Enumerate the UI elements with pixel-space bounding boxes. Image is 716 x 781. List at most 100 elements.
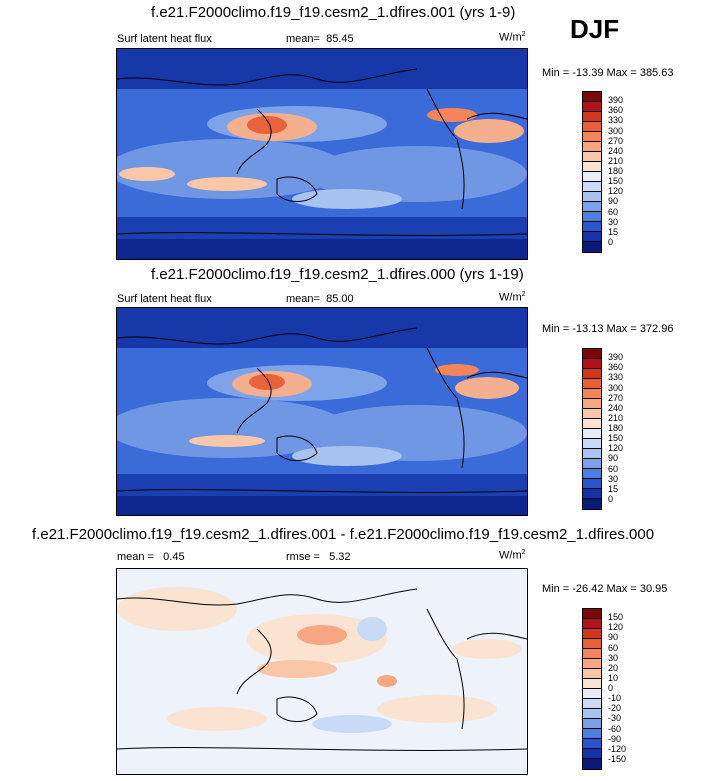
- panel-2-field: [117, 308, 527, 515]
- panel-2-map: [116, 307, 528, 516]
- colorbar-swatch: [583, 349, 601, 359]
- colorbar-tick-label: 210: [608, 412, 624, 423]
- panel-1-title: f.e21.F2000climo.f19_f19.cesm2_1.dfires.…: [151, 4, 516, 21]
- panel-3-units: W/m2: [499, 549, 526, 562]
- colorbar-tick-label: 300: [608, 382, 624, 393]
- colorbar-tick-label: -120: [608, 743, 627, 754]
- colorbar-swatch: [583, 489, 601, 499]
- colorbar-tick-label: 270: [608, 135, 624, 146]
- colorbar-swatch: [583, 152, 601, 162]
- panel-3-minmax: Min = -26.42 Max = 30.95: [542, 583, 668, 595]
- colorbar-swatch: [583, 759, 601, 769]
- colorbar-tick-label: 15: [608, 226, 619, 237]
- colorbar-tick-label: 270: [608, 392, 624, 403]
- panel-3-field: [117, 569, 527, 774]
- colorbar-tick-label: 15: [608, 483, 619, 494]
- colorbar-swatch: [583, 359, 601, 369]
- colorbar-tick-label: 150: [608, 612, 624, 623]
- colorbar-swatch: [583, 399, 601, 409]
- panel-3-rmse-value: 5.32: [329, 551, 351, 563]
- colorbar-tick-label: 60: [608, 206, 619, 217]
- colorbar-tick-label: 330: [608, 372, 624, 383]
- colorbar-swatch: [583, 609, 601, 619]
- colorbar-tick-label: 60: [608, 463, 619, 474]
- colorbar-swatch: [583, 182, 601, 192]
- colorbar-swatch: [583, 92, 601, 102]
- colorbar-swatch: [583, 212, 601, 222]
- colorbar-tick-label: 360: [608, 105, 624, 116]
- panel-2-mean-value: 85.00: [326, 293, 354, 305]
- panel-1-field: [117, 49, 527, 259]
- panel-2-colorbar: [582, 348, 602, 510]
- colorbar-tick-label: 90: [608, 453, 619, 464]
- panel-3-mean-value: 0.45: [163, 551, 185, 563]
- panel-1-mean-label: mean= 85.45: [286, 33, 354, 45]
- colorbar-tick-label: 360: [608, 362, 624, 373]
- colorbar-tick-label: 90: [608, 632, 619, 643]
- colorbar-tick-label: -150: [608, 753, 627, 764]
- colorbar-tick-label: 240: [608, 402, 624, 413]
- colorbar-tick-label: -60: [608, 723, 622, 734]
- colorbar-tick-label: 180: [608, 166, 624, 176]
- colorbar-swatch: [583, 749, 601, 759]
- colorbar-tick-label: 120: [608, 622, 624, 633]
- colorbar-tick-label: 60: [608, 642, 619, 653]
- colorbar-swatch: [583, 709, 601, 719]
- colorbar-tick-label: 120: [608, 443, 624, 454]
- colorbar-swatch: [583, 142, 601, 152]
- colorbar-tick-label: 210: [608, 155, 624, 166]
- season-label: DJF: [570, 14, 620, 44]
- colorbar-tick-label: 0: [608, 683, 614, 693]
- panel-1-map: [116, 48, 528, 260]
- colorbar-tick-label: 30: [608, 652, 619, 663]
- panel-2-variable-label: Surf latent heat flux: [117, 293, 212, 305]
- colorbar-swatch: [583, 439, 601, 449]
- colorbar-swatch: [583, 192, 601, 202]
- panel-1-variable-label: Surf latent heat flux: [117, 33, 212, 45]
- colorbar-swatch: [583, 102, 601, 112]
- colorbar-swatch: [583, 112, 601, 122]
- colorbar-tick-label: 120: [608, 186, 624, 197]
- colorbar-swatch: [583, 202, 601, 212]
- colorbar-swatch: [583, 389, 601, 399]
- panel-1-minmax: Min = -13.39 Max = 385.63: [542, 67, 674, 79]
- colorbar-tick-label: 180: [608, 423, 624, 433]
- colorbar-swatch: [583, 419, 601, 429]
- colorbar-tick-label: 150: [608, 176, 624, 187]
- colorbar-swatch: [583, 659, 601, 669]
- colorbar-tick-label: 0: [608, 236, 614, 247]
- colorbar-swatch: [583, 639, 601, 649]
- colorbar-tick-label: 20: [608, 662, 619, 673]
- colorbar-tick-label: 300: [608, 125, 624, 136]
- colorbar-swatch: [583, 499, 601, 509]
- colorbar-swatch: [583, 689, 601, 699]
- panel-2-minmax: Min = -13.13 Max = 372.96: [542, 323, 674, 335]
- colorbar-tick-label: 30: [608, 473, 619, 484]
- colorbar-tick-label: -90: [608, 733, 622, 744]
- colorbar-swatch: [583, 429, 601, 439]
- colorbar-swatch: [583, 469, 601, 479]
- colorbar-tick-label: 390: [608, 95, 624, 106]
- colorbar-swatch: [583, 729, 601, 739]
- panel-1-mean-value: 85.45: [326, 33, 354, 45]
- colorbar-tick-label: -20: [608, 703, 622, 714]
- colorbar-tick-label: 390: [608, 352, 624, 363]
- panel-1-units: W/m2: [499, 31, 526, 44]
- panel-3-map: [116, 568, 528, 775]
- colorbar-swatch: [583, 369, 601, 379]
- colorbar-tick-label: 240: [608, 145, 624, 156]
- colorbar-swatch: [583, 479, 601, 489]
- colorbar-tick-label: 30: [608, 216, 619, 227]
- panel-3-title: f.e21.F2000climo.f19_f19.cesm2_1.dfires.…: [32, 526, 655, 543]
- colorbar-swatch: [583, 739, 601, 749]
- colorbar-tick-label: -30: [608, 713, 622, 724]
- colorbar-swatch: [583, 629, 601, 639]
- panel-2-colorbar-ticks: 390 360 330 300 270 240 210 180 150 120 90 60 30 15 0: [608, 348, 648, 510]
- panel-1-colorbar-ticks: 390 360 330 300 270 240 210 180 150 120 90 60 30 15 0: [608, 91, 648, 253]
- colorbar-tick-label: 10: [608, 672, 619, 683]
- colorbar-swatch: [583, 699, 601, 709]
- colorbar-swatch: [583, 719, 601, 729]
- colorbar-swatch: [583, 449, 601, 459]
- colorbar-tick-label: -10: [608, 693, 622, 704]
- colorbar-swatch: [583, 459, 601, 469]
